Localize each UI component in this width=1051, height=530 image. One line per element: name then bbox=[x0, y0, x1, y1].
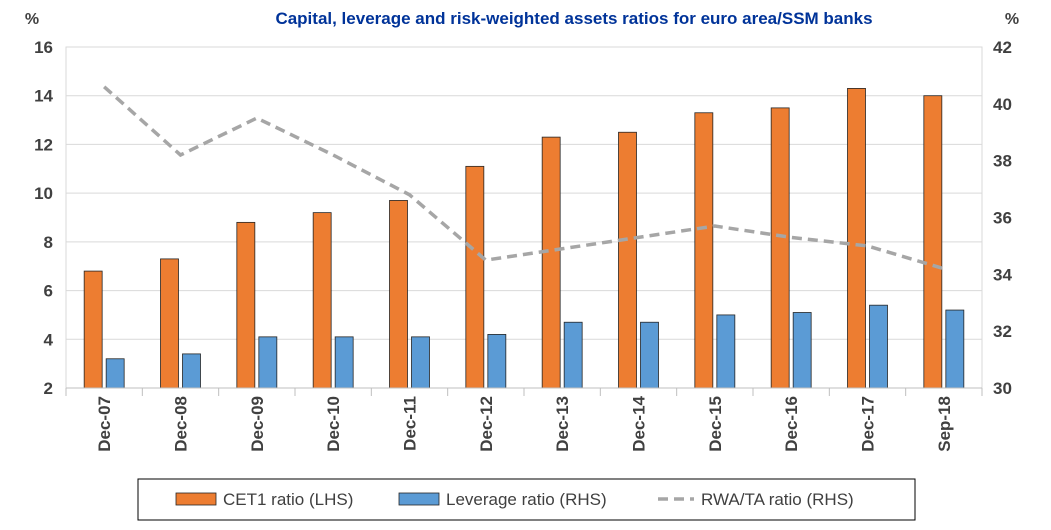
legend-label: Leverage ratio (RHS) bbox=[446, 490, 607, 509]
legend: CET1 ratio (LHS) Leverage ratio (RHS) RWA/… bbox=[137, 478, 916, 521]
legend-swatch bbox=[398, 492, 440, 506]
bar bbox=[236, 221, 256, 389]
left-axis-tick-label: 8 bbox=[44, 233, 53, 252]
legend-label: CET1 ratio (LHS) bbox=[223, 490, 353, 509]
bar bbox=[334, 336, 354, 389]
bar bbox=[465, 165, 485, 389]
bar bbox=[389, 200, 408, 389]
right-axis-tick-label: 32 bbox=[993, 322, 1012, 341]
right-axis-unit: % bbox=[1005, 11, 1019, 28]
bar bbox=[618, 131, 637, 389]
right-axis-tick-label: 40 bbox=[993, 95, 1012, 114]
bar bbox=[182, 353, 201, 389]
gridlines bbox=[66, 46, 982, 389]
bar bbox=[411, 336, 430, 389]
legend-label: RWA/TA ratio (RHS) bbox=[701, 490, 854, 509]
right-axis-tick-label: 42 bbox=[993, 38, 1012, 57]
x-tick-label: Dec-13 bbox=[553, 396, 572, 452]
right-axis-tick-label: 36 bbox=[993, 209, 1012, 228]
chart-title: Capital, leverage and risk-weighted asse… bbox=[275, 9, 872, 28]
bar bbox=[770, 107, 790, 389]
series-line bbox=[103, 85, 945, 271]
x-tick-label: Dec-12 bbox=[477, 396, 496, 452]
bar bbox=[258, 336, 278, 389]
bar bbox=[694, 112, 714, 389]
left-axis-tick-label: 4 bbox=[44, 330, 54, 349]
left-axis-tick-label: 14 bbox=[34, 87, 53, 106]
right-axis-tick-label: 38 bbox=[993, 152, 1012, 171]
right-axis-tick-label: 34 bbox=[993, 265, 1012, 284]
left-axis-tick-label: 6 bbox=[44, 282, 53, 301]
left-axis-tick-label: 12 bbox=[34, 135, 53, 154]
x-tick-label: Dec-08 bbox=[172, 396, 191, 452]
x-tick-label: Dec-10 bbox=[324, 396, 343, 452]
x-tick-label: Sep-18 bbox=[935, 396, 954, 452]
x-tick-label: Dec-17 bbox=[859, 396, 878, 452]
left-axis-unit: % bbox=[25, 11, 39, 28]
bar bbox=[792, 312, 812, 389]
bar bbox=[83, 270, 103, 389]
bar bbox=[312, 212, 332, 389]
bar bbox=[847, 88, 866, 389]
bar bbox=[541, 136, 561, 389]
left-axis-tick-label: 2 bbox=[44, 379, 53, 398]
legend-swatch bbox=[175, 492, 217, 506]
bar bbox=[160, 258, 179, 389]
left-axis-tick-label: 16 bbox=[34, 38, 53, 57]
bar bbox=[563, 321, 583, 389]
x-tick-label: Dec-15 bbox=[706, 396, 725, 452]
left-axis: 2 4 6 8 10 12 14 16 bbox=[34, 38, 53, 398]
bar bbox=[105, 358, 125, 389]
x-tick-label: Dec-11 bbox=[401, 396, 420, 451]
left-axis-tick-label: 10 bbox=[34, 184, 53, 203]
x-axis: Dec-07 Dec-08 Dec-09 Dec-10 Dec-11 Dec-12 Dec-… bbox=[65, 388, 983, 452]
legend-frame bbox=[137, 478, 916, 521]
bar bbox=[869, 304, 888, 389]
bar bbox=[945, 309, 965, 389]
right-axis-tick-label: 30 bbox=[993, 379, 1012, 398]
bar bbox=[716, 314, 736, 389]
bar bbox=[923, 95, 943, 389]
bar bbox=[640, 321, 659, 389]
x-tick-label: Dec-09 bbox=[248, 396, 267, 452]
x-tick-label: Dec-16 bbox=[782, 396, 801, 452]
x-tick-label: Dec-14 bbox=[630, 395, 649, 451]
bar bbox=[487, 334, 507, 389]
x-tick-label: Dec-07 bbox=[95, 396, 114, 452]
line-series bbox=[103, 85, 945, 271]
right-axis: 30 32 34 36 38 40 42 bbox=[993, 38, 1012, 398]
bar-series bbox=[83, 88, 965, 389]
